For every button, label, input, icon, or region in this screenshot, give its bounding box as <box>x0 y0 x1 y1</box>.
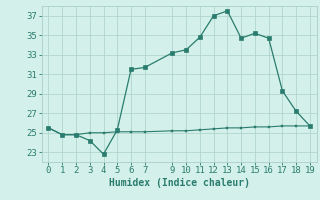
X-axis label: Humidex (Indice chaleur): Humidex (Indice chaleur) <box>109 178 250 188</box>
